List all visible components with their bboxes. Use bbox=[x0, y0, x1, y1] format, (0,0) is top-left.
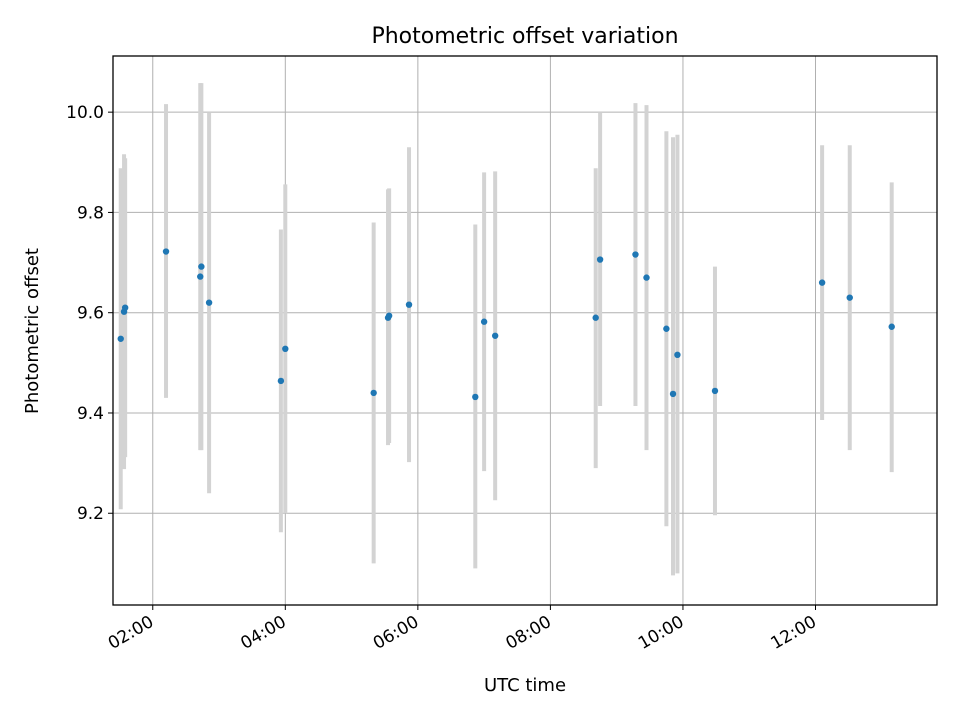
data-point bbox=[405, 301, 413, 308]
y-tick-label: 9.6 bbox=[77, 304, 104, 324]
data-point bbox=[846, 294, 853, 301]
grid bbox=[113, 56, 937, 605]
data-point bbox=[596, 256, 604, 263]
data-point bbox=[663, 325, 670, 332]
data-point bbox=[592, 314, 599, 321]
data-point bbox=[282, 345, 289, 352]
data-point bbox=[277, 377, 285, 385]
data-points bbox=[117, 248, 895, 401]
data-point bbox=[197, 273, 204, 280]
data-point bbox=[370, 389, 377, 397]
data-point bbox=[205, 299, 213, 306]
data-point bbox=[491, 332, 499, 339]
data-point bbox=[669, 390, 677, 398]
y-axis-ticks: 9.2 9.4 9.6 9.8 10.0 bbox=[66, 103, 113, 524]
chart-title: Photometric offset variation bbox=[371, 24, 678, 49]
data-point bbox=[711, 387, 719, 395]
plot-frame bbox=[112, 55, 938, 606]
data-point bbox=[121, 304, 129, 311]
data-point bbox=[674, 351, 681, 359]
x-axis-label: UTC time bbox=[484, 675, 566, 696]
data-point bbox=[643, 274, 650, 281]
data-point bbox=[888, 323, 895, 330]
y-tick-label: 9.4 bbox=[77, 404, 104, 424]
data-point bbox=[632, 251, 639, 258]
data-point bbox=[117, 335, 124, 342]
y-axis-label: Photometric offset bbox=[22, 248, 43, 414]
data-point bbox=[385, 312, 393, 319]
data-point bbox=[818, 279, 826, 286]
y-tick-label: 10.0 bbox=[66, 103, 104, 123]
data-point bbox=[162, 248, 170, 255]
data-point bbox=[480, 318, 488, 325]
data-point bbox=[472, 393, 479, 401]
y-tick-label: 9.2 bbox=[77, 504, 104, 524]
data-point bbox=[198, 263, 205, 270]
y-tick-label: 9.8 bbox=[77, 203, 104, 223]
